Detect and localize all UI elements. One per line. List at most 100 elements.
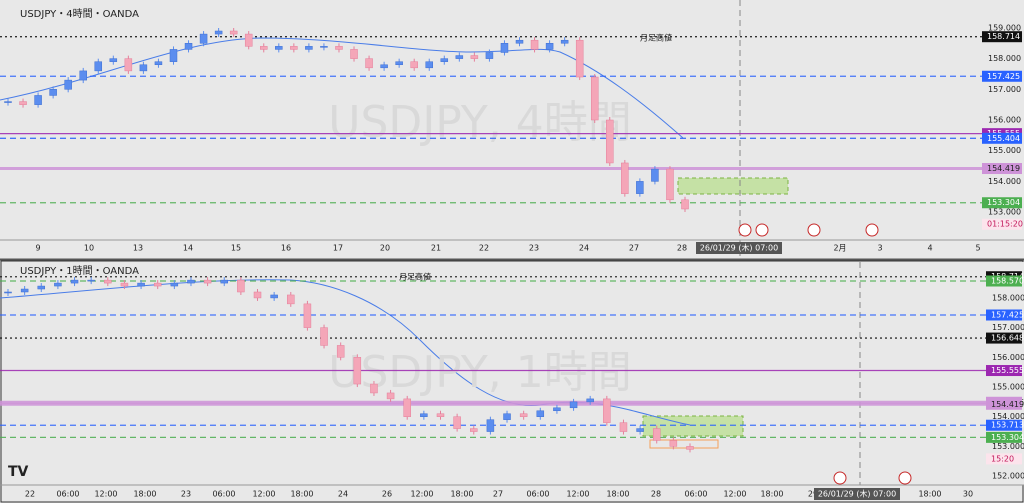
candle <box>244 33 253 47</box>
cursor-time: 26/01/29 (木) 07:00 <box>818 489 896 499</box>
candle <box>621 162 629 194</box>
candle <box>470 428 478 432</box>
candle <box>19 101 27 105</box>
price-tag <box>986 431 1022 443</box>
candle <box>636 428 644 432</box>
x-tick-label: 10 <box>84 244 94 253</box>
price-tag-label: 157.425 <box>987 72 1020 81</box>
candle <box>370 383 378 394</box>
candle <box>237 279 245 293</box>
x-tick-label: 27 <box>629 244 639 253</box>
price-tag <box>986 398 1022 410</box>
price-tag <box>982 132 1022 144</box>
candle <box>590 76 599 121</box>
price-tag-label: 158.714 <box>987 32 1020 41</box>
x-tick-label: 18:00 <box>450 490 473 499</box>
x-tick-label: 15 <box>231 244 241 253</box>
x-tick-label: 9 <box>35 244 40 253</box>
x-tick-label: 5 <box>975 244 980 253</box>
price-tag-label: 154.419 <box>991 400 1024 409</box>
candle <box>229 30 238 35</box>
candle <box>365 58 373 69</box>
x-tick-label: 20 <box>380 244 390 253</box>
candle <box>137 282 145 287</box>
annotation: 月足高値 <box>640 33 672 43</box>
candle <box>395 61 403 66</box>
candle <box>153 282 162 287</box>
x-tick-label: 18:00 <box>606 490 629 499</box>
price-tag-label: 154.419 <box>987 164 1020 173</box>
x-tick-label: 06:00 <box>526 490 549 499</box>
candle <box>545 43 554 50</box>
y-tick-label: 153.000 <box>988 208 1021 217</box>
candle <box>386 392 395 400</box>
x-tick-label: 06:00 <box>212 490 235 499</box>
candle <box>500 43 509 53</box>
x-tick-label: 18:00 <box>133 490 156 499</box>
candle <box>34 95 42 105</box>
candle <box>569 401 578 409</box>
candle <box>199 33 208 44</box>
candle <box>184 43 193 50</box>
candle <box>380 64 388 69</box>
candle <box>575 39 584 78</box>
candle <box>350 49 358 59</box>
candle <box>154 61 163 66</box>
x-tick-label: 06:00 <box>56 490 79 499</box>
candle <box>320 327 328 346</box>
price-tag-label: 153.713 <box>991 421 1024 430</box>
candle <box>104 279 112 284</box>
candle <box>169 49 178 62</box>
candle <box>220 279 228 284</box>
candle <box>586 398 594 403</box>
y-tick-label: 153.000 <box>992 442 1024 451</box>
price-tag <box>986 332 1022 344</box>
candle <box>270 294 278 299</box>
x-tick-label: 16 <box>281 244 291 253</box>
zone-box <box>677 177 789 195</box>
y-tick-label: 152.000 <box>992 472 1024 481</box>
candle <box>603 398 611 423</box>
candle <box>666 168 674 201</box>
countdown-tag <box>986 453 1022 465</box>
x-tick-label: 2月 <box>833 244 846 253</box>
price-tag <box>986 419 1022 431</box>
candle <box>410 61 418 69</box>
candle <box>64 79 72 90</box>
candle <box>109 58 118 62</box>
candle <box>70 279 79 284</box>
candle <box>485 52 494 59</box>
candle <box>335 46 343 50</box>
x-tick-label: 23 <box>181 490 191 499</box>
candle <box>619 422 628 432</box>
candle <box>49 89 57 96</box>
candle <box>455 55 464 59</box>
y-tick-label: 156.000 <box>992 353 1024 362</box>
candle <box>681 199 689 210</box>
x-tick-label: 12:00 <box>252 490 275 499</box>
candle <box>54 282 62 287</box>
x-tick-label: 22 <box>25 490 35 499</box>
y-tick-label: 159.000 <box>988 23 1021 32</box>
candle <box>275 46 283 50</box>
price-tag <box>986 275 1022 287</box>
y-tick-label: 155.000 <box>992 383 1024 392</box>
x-tick-label: 13 <box>133 244 143 253</box>
x-tick-label: 4 <box>927 244 932 253</box>
candle <box>530 39 539 50</box>
candle <box>124 58 133 72</box>
logo: TV <box>8 464 29 480</box>
x-tick-label: 06:00 <box>684 490 707 499</box>
x-tick-label: 21 <box>431 244 441 253</box>
watermark: USDJPY, 4時間 <box>328 97 631 148</box>
candle <box>120 282 129 287</box>
y-tick-label: 158.000 <box>992 293 1024 302</box>
cursor-time: 26/01/29 (木) 07:00 <box>700 243 778 253</box>
x-tick-label: 14 <box>183 244 193 253</box>
price-tag <box>982 197 1022 209</box>
y-tick-label: 158.000 <box>988 54 1021 63</box>
header: USDJPY・1時間・OANDA <box>20 265 139 277</box>
candle <box>686 446 694 450</box>
x-tick-label: 18:00 <box>918 490 941 499</box>
